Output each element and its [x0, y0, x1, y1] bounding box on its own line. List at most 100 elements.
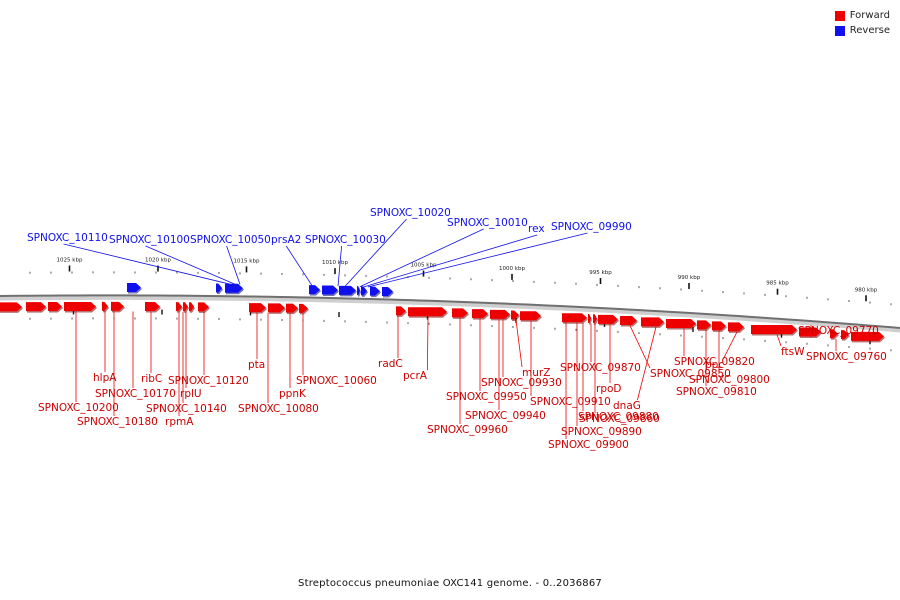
- forward-gene-label[interactable]: SPNOXC_09870: [560, 362, 641, 374]
- reverse-gene-arrow[interactable]: [357, 286, 360, 296]
- reverse-gene-arrow[interactable]: [370, 286, 380, 296]
- forward-gene-arrow[interactable]: [64, 301, 96, 311]
- forward-gene-arrow[interactable]: [299, 303, 308, 313]
- forward-gene-label[interactable]: SPNOXC_10140: [146, 403, 227, 415]
- forward-gene-label[interactable]: SPNOXC_09860: [579, 413, 660, 425]
- forward-gene-label[interactable]: SPNOXC_09890: [561, 426, 642, 438]
- forward-gene-label[interactable]: rpmA: [165, 416, 194, 428]
- forward-gene-arrow[interactable]: [26, 302, 46, 312]
- forward-gene-arrow[interactable]: [189, 302, 194, 312]
- forward-gene-label[interactable]: SPNOXC_09880: [578, 411, 659, 423]
- forward-gene-arrow[interactable]: [490, 309, 510, 319]
- label-leader-lines: [63, 218, 837, 439]
- forward-gene-arrow[interactable]: [472, 309, 488, 319]
- reverse-gene-arrow[interactable]: [322, 285, 338, 295]
- forward-gene-label[interactable]: SPNOXC_09760: [806, 351, 887, 363]
- forward-gene-label[interactable]: SPNOXC_09770: [798, 325, 879, 337]
- forward-gene-arrow[interactable]: [396, 306, 406, 316]
- forward-gene-arrow[interactable]: [183, 302, 188, 312]
- forward-gene-arrow[interactable]: [198, 302, 209, 312]
- forward-gene-arrow[interactable]: [620, 315, 637, 325]
- forward-gene-arrow[interactable]: [641, 317, 664, 327]
- scale-tick-label: 1015 kbp: [234, 258, 260, 264]
- forward-gene-arrow[interactable]: [588, 313, 591, 323]
- reverse-gene-label[interactable]: SPNOXC_10100: [109, 234, 190, 246]
- reverse-leader-line: [363, 234, 538, 288]
- forward-gene-arrow[interactable]: [712, 321, 726, 331]
- forward-gene-arrow[interactable]: [851, 331, 884, 341]
- forward-gene-label[interactable]: radC: [378, 358, 403, 370]
- forward-gene-label[interactable]: dnaG: [613, 400, 641, 412]
- legend-forward: Forward: [834, 8, 890, 23]
- forward-gene-label[interactable]: SPNOXC_10170: [95, 388, 176, 400]
- reverse-gene-arrow[interactable]: [216, 283, 222, 293]
- forward-gene-arrow[interactable]: [841, 330, 849, 340]
- forward-gene-label[interactable]: hlpA: [93, 372, 117, 384]
- forward-gene-label[interactable]: rpoD: [596, 383, 622, 395]
- forward-gene-label[interactable]: SPNOXC_09950: [446, 391, 527, 403]
- reverse-gene-arrow[interactable]: [382, 286, 393, 296]
- forward-gene-label[interactable]: SPNOXC_09930: [481, 377, 562, 389]
- forward-gene-arrow[interactable]: [751, 324, 797, 334]
- forward-gene-arrow[interactable]: [268, 303, 285, 313]
- forward-gene-label[interactable]: SPNOXC_10200: [38, 402, 119, 414]
- forward-gene-label[interactable]: murZ: [522, 367, 550, 379]
- reverse-gene-arrow[interactable]: [361, 286, 367, 296]
- reverse-gene-label[interactable]: SPNOXC_10020: [370, 207, 451, 219]
- forward-gene-label[interactable]: SPNOXC_09810: [676, 386, 757, 398]
- forward-gene-label[interactable]: rplU: [180, 388, 202, 400]
- reverse-leader-line: [344, 218, 407, 287]
- forward-swatch: [834, 10, 845, 21]
- reverse-gene-label[interactable]: prsA2: [271, 234, 301, 246]
- forward-gene-arrow[interactable]: [520, 311, 541, 321]
- forward-gene-arrow[interactable]: [799, 327, 821, 337]
- reverse-gene-arrow[interactable]: [309, 285, 320, 295]
- forward-gene-arrow[interactable]: [593, 314, 597, 324]
- reverse-gene-label[interactable]: SPNOXC_10010: [447, 217, 528, 229]
- reverse-gene-arrow[interactable]: [127, 282, 141, 292]
- forward-gene-label[interactable]: SPNOXC_09800: [689, 374, 770, 386]
- forward-gene-label[interactable]: SPNOXC_09910: [530, 396, 611, 408]
- forward-gene-arrow[interactable]: [830, 329, 838, 339]
- forward-gene-arrow[interactable]: [666, 318, 696, 328]
- forward-gene-label[interactable]: ribC: [141, 373, 162, 385]
- forward-gene-label[interactable]: SPNOXC_09900: [548, 439, 629, 451]
- forward-gene-arrow[interactable]: [111, 301, 124, 311]
- forward-gene-label[interactable]: SPNOXC_09940: [465, 410, 546, 422]
- forward-gene-arrow[interactable]: [145, 302, 160, 312]
- forward-gene-label[interactable]: SPNOXC_10080: [238, 403, 319, 415]
- forward-gene-arrow[interactable]: [452, 308, 468, 318]
- reverse-gene-arrow[interactable]: [339, 285, 356, 295]
- reverse-gene-label[interactable]: rex: [528, 223, 545, 235]
- forward-gene-arrow[interactable]: [598, 314, 618, 324]
- forward-gene-label[interactable]: ppnK: [279, 388, 307, 400]
- forward-gene-arrow[interactable]: [728, 322, 744, 332]
- forward-gene-arrow[interactable]: [286, 303, 298, 313]
- forward-gene-arrow[interactable]: [0, 302, 22, 312]
- reverse-gene-arrow[interactable]: [225, 283, 243, 293]
- legend-forward-label: Forward: [849, 10, 890, 21]
- reverse-gene-label[interactable]: SPNOXC_09990: [551, 221, 632, 233]
- reverse-gene-label[interactable]: SPNOXC_10110: [27, 232, 108, 244]
- forward-gene-label[interactable]: SPNOXC_10060: [296, 375, 377, 387]
- forward-gene-label[interactable]: ppc: [705, 359, 724, 371]
- reverse-gene-label[interactable]: SPNOXC_10050: [190, 234, 271, 246]
- forward-gene-label[interactable]: SPNOXC_09960: [427, 424, 508, 436]
- forward-gene-label[interactable]: ftsW: [781, 346, 805, 358]
- forward-gene-arrow[interactable]: [697, 320, 711, 330]
- forward-gene-arrow[interactable]: [48, 302, 62, 312]
- forward-gene-label[interactable]: SPNOXC_10120: [168, 375, 249, 387]
- forward-gene-arrow[interactable]: [511, 310, 519, 320]
- scale-tick-label: 985 kbp: [766, 281, 789, 287]
- forward-gene-label[interactable]: SPNOXC_09820: [674, 356, 755, 368]
- reverse-gene-label[interactable]: SPNOXC_10030: [305, 234, 386, 246]
- forward-gene-label[interactable]: pta: [248, 359, 265, 371]
- forward-gene-label[interactable]: SPNOXC_10180: [77, 416, 158, 428]
- forward-gene-arrow[interactable]: [408, 307, 447, 317]
- forward-gene-arrow[interactable]: [249, 303, 266, 313]
- forward-gene-label[interactable]: SPNOXC_09850: [650, 368, 731, 380]
- forward-gene-arrow[interactable]: [562, 313, 587, 323]
- forward-gene-arrow[interactable]: [102, 301, 108, 311]
- forward-gene-arrow[interactable]: [176, 302, 182, 312]
- forward-gene-label[interactable]: pcrA: [403, 370, 428, 382]
